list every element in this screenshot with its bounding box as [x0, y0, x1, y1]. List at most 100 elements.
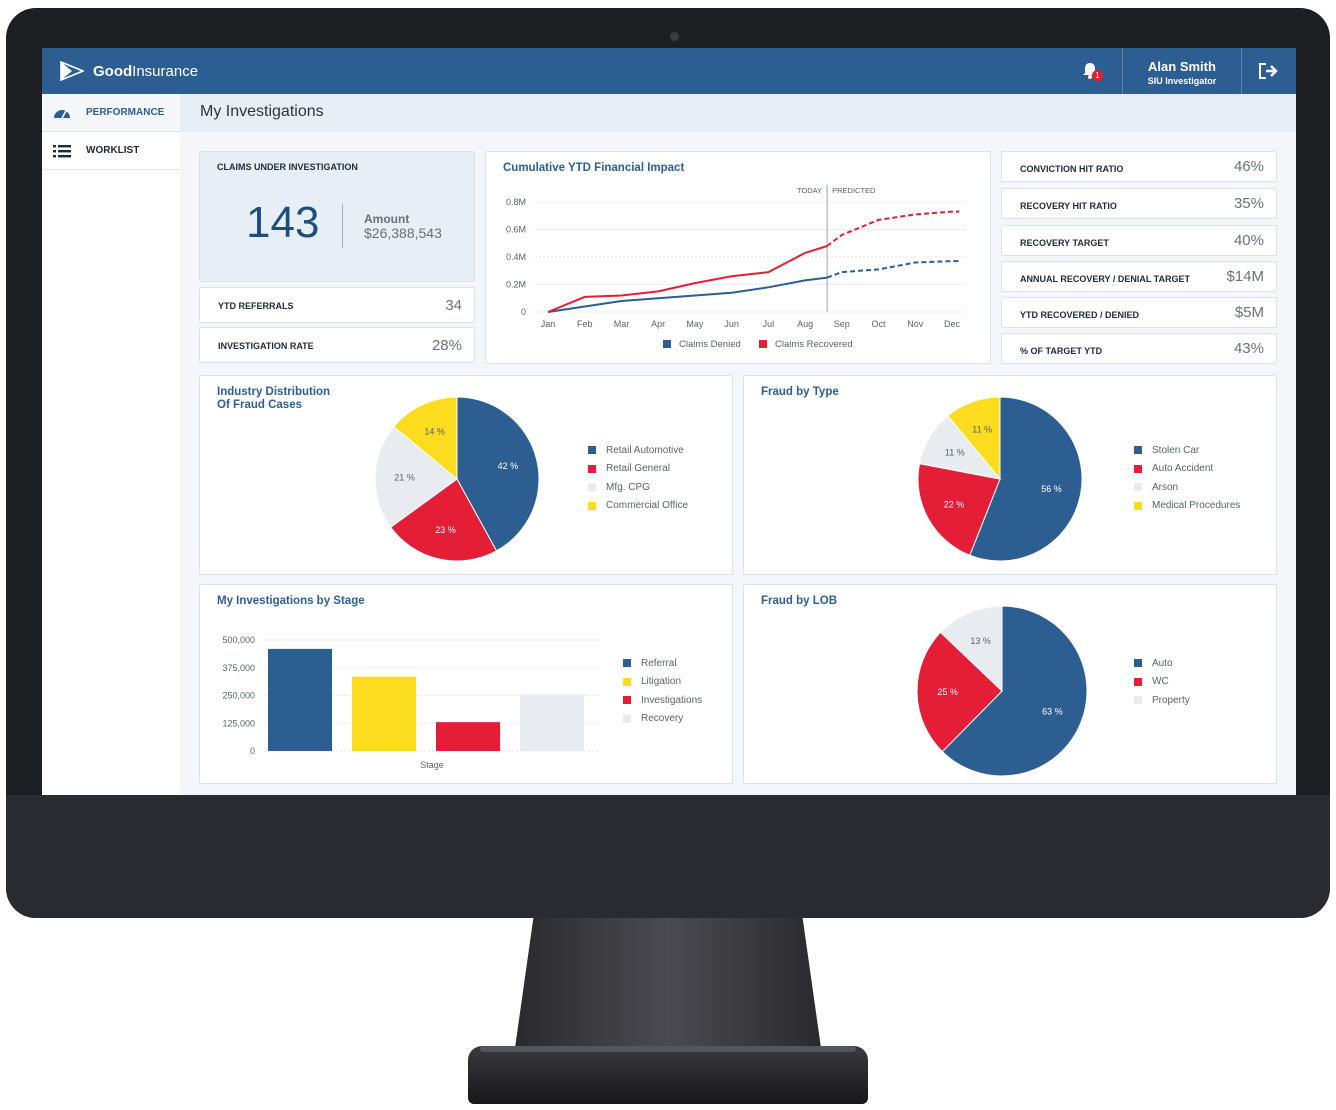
legend-item: Mfg. CPG	[588, 478, 688, 497]
legend-label: Investigations	[641, 694, 703, 706]
pie-slice	[389, 478, 498, 562]
claims-amount: $26,388,543	[364, 225, 442, 241]
bar-investigations	[436, 722, 500, 751]
legend-swatch	[588, 464, 596, 473]
user-role: SIU Investigator	[1147, 76, 1217, 86]
legend-label: Medical Procedures	[1152, 500, 1241, 512]
legend-label: WC	[1152, 676, 1169, 688]
legend-swatch	[588, 483, 596, 492]
x-tick-label: Jul	[763, 319, 775, 329]
pie-slice	[917, 463, 1001, 556]
series-line-0	[547, 276, 828, 313]
legend-label: Commercial Office	[606, 500, 689, 512]
legend-label: Claims Denied	[679, 339, 741, 350]
legend-swatch	[663, 340, 671, 348]
fraud-by-type-card: Fraud by Type 56 % 22 % 11 % 11 % Stolen Ca…	[743, 375, 1277, 575]
y-tick-label: 125,000	[222, 718, 255, 728]
legend-swatch	[623, 714, 631, 723]
kpi-value: 35%	[1233, 195, 1264, 212]
kpi-label: CONVICTION HIT RATIO	[1020, 164, 1124, 174]
legend-item: Recovery	[623, 710, 702, 729]
chart-legend: Stolen Car Auto Accident Arson Medical Proc…	[1134, 441, 1240, 515]
legend-item: WC	[1134, 673, 1190, 692]
legend-label: Auto Accident	[1152, 463, 1214, 475]
claims-label: CLAIMS UNDER INVESTIGATION	[217, 162, 358, 172]
sidebar-item-performance[interactable]: PERFORMANCE	[42, 94, 180, 132]
kpi-label: INVESTIGATION RATE	[218, 341, 314, 351]
chart-legend: Auto WC Property	[1134, 654, 1190, 710]
legend-label: Property	[1152, 694, 1190, 706]
x-tick-label: Sep	[834, 319, 850, 329]
brand-name-bold: Good	[93, 62, 133, 80]
y-tick-label: 0.4M	[506, 252, 526, 262]
pie-slice	[374, 426, 458, 528]
chart-legend: Referral Litigation Investigations Recovery	[623, 654, 702, 728]
kpi-value: 43%	[1233, 340, 1264, 357]
y-tick-label: 375,000	[222, 663, 255, 673]
gauge-icon	[54, 109, 70, 118]
kpi-ytd-referrals: YTD REFERRALS 34	[199, 287, 475, 323]
legend-label: Retail Automotive	[606, 444, 684, 456]
camera-icon	[670, 32, 679, 41]
y-tick-label: 0.2M	[506, 280, 526, 290]
logout-icon[interactable]	[1258, 62, 1278, 80]
y-tick-label: 0	[521, 307, 526, 317]
sidebar: PERFORMANCE WORKLIST	[42, 94, 180, 795]
legend-swatch	[1134, 696, 1142, 705]
kpi-label: YTD RECOVERED / DENIED	[1020, 310, 1140, 320]
claims-count: 143	[246, 198, 320, 247]
legend-item: Litigation	[623, 673, 702, 692]
slice-label: 25 %	[937, 687, 958, 697]
x-tick-label: Nov	[907, 319, 924, 329]
monitor-stand	[515, 918, 821, 1048]
kpi-card: CONVICTION HIT RATIO 46%	[1001, 151, 1277, 182]
legend-item: Referral	[623, 654, 702, 673]
user-menu[interactable]: Alan Smith SIU Investigator	[1122, 48, 1242, 94]
kpi-card: YTD RECOVERED / DENIED $5M	[1001, 297, 1277, 328]
kpi-label: ANNUAL RECOVERY / DENIAL TARGET	[1020, 274, 1191, 284]
legend-item: Auto Accident	[1134, 460, 1240, 479]
legend-swatch	[623, 659, 631, 668]
legend-swatch	[1134, 659, 1142, 668]
chart-title: My Investigations by Stage	[217, 595, 365, 607]
brand-logo[interactable]: Good Insurance	[60, 61, 198, 81]
series-predicted-line-1	[826, 210, 960, 247]
kpi-value: $5M	[1234, 304, 1264, 321]
kpi-value: 46%	[1233, 158, 1264, 175]
legend-label: Claims Recovered	[775, 339, 853, 350]
page-title: My Investigations	[200, 103, 324, 120]
legend-swatch	[588, 501, 596, 510]
monitor-base-highlight	[480, 1046, 856, 1052]
x-tick-label: Oct	[872, 319, 887, 329]
kpi-investigation-rate: INVESTIGATION RATE 28%	[199, 327, 475, 363]
kpi-label: YTD REFERRALS	[218, 301, 294, 311]
top-bar: Good Insurance 1 Alan Smith SIU Investiga…	[42, 48, 1296, 94]
slice-label: 14 %	[424, 427, 445, 437]
monitor-chin	[6, 795, 1330, 918]
chart-legend: Retail Automotive Retail General Mfg. CPG C…	[588, 441, 688, 515]
legend-swatch	[623, 696, 631, 705]
legend-swatch	[1134, 464, 1142, 473]
kpi-card: ANNUAL RECOVERY / DENIAL TARGET $14M	[1001, 261, 1277, 292]
kpi-card: % OF TARGET YTD 43%	[1001, 333, 1277, 364]
sidebar-item-worklist[interactable]: WORKLIST	[42, 132, 180, 170]
slice-label: 42 %	[498, 461, 519, 471]
slice-label: 11 %	[945, 447, 965, 457]
bar-referral	[268, 648, 332, 751]
bar-litigation	[352, 676, 416, 751]
notification-badge: 1	[1092, 70, 1103, 81]
legend-item: Retail Automotive	[588, 441, 688, 460]
slice-label: 23 %	[435, 525, 456, 535]
user-name: Alan Smith	[1148, 59, 1216, 74]
logo-icon	[60, 61, 84, 81]
investigations-by-stage-card: My Investigations by Stage 0 125,000 250,0…	[199, 584, 733, 784]
predicted-label: PREDICTED	[832, 186, 876, 195]
brand-name-rest: Insurance	[132, 62, 199, 80]
y-tick-label: 0.8M	[506, 197, 526, 207]
legend-label: Litigation	[641, 676, 682, 688]
pie-slice	[939, 605, 1003, 693]
x-axis-label: Stage	[420, 760, 444, 770]
industry-pie-chart: 42 % 23 % 21 % 14 %	[374, 396, 540, 562]
pie-slice	[941, 605, 1088, 777]
slice-label: 13 %	[970, 636, 991, 646]
